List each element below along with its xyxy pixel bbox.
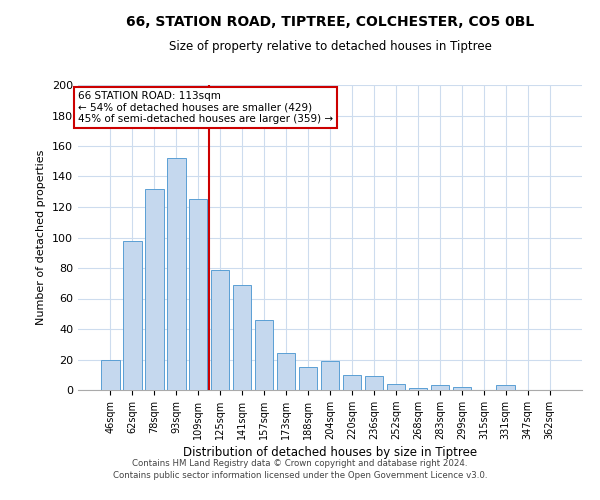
Bar: [277, 354, 295, 390]
Bar: [431, 386, 449, 390]
Bar: [189, 200, 208, 390]
Bar: [233, 285, 251, 390]
Bar: [211, 270, 229, 390]
Bar: [167, 158, 185, 390]
Bar: [452, 387, 471, 390]
Bar: [123, 240, 142, 390]
Bar: [409, 388, 427, 390]
Bar: [101, 360, 119, 390]
Bar: [255, 320, 274, 390]
Bar: [365, 376, 383, 390]
Bar: [343, 375, 361, 390]
Bar: [145, 188, 164, 390]
Text: Size of property relative to detached houses in Tiptree: Size of property relative to detached ho…: [169, 40, 491, 53]
Y-axis label: Number of detached properties: Number of detached properties: [37, 150, 46, 325]
Text: 66 STATION ROAD: 113sqm
← 54% of detached houses are smaller (429)
45% of semi-d: 66 STATION ROAD: 113sqm ← 54% of detache…: [78, 91, 333, 124]
X-axis label: Distribution of detached houses by size in Tiptree: Distribution of detached houses by size …: [183, 446, 477, 459]
Bar: [299, 367, 317, 390]
Bar: [386, 384, 405, 390]
Text: 66, STATION ROAD, TIPTREE, COLCHESTER, CO5 0BL: 66, STATION ROAD, TIPTREE, COLCHESTER, C…: [126, 15, 534, 29]
Text: Contains HM Land Registry data © Crown copyright and database right 2024.
Contai: Contains HM Land Registry data © Crown c…: [113, 458, 487, 480]
Bar: [320, 361, 340, 390]
Bar: [496, 386, 515, 390]
